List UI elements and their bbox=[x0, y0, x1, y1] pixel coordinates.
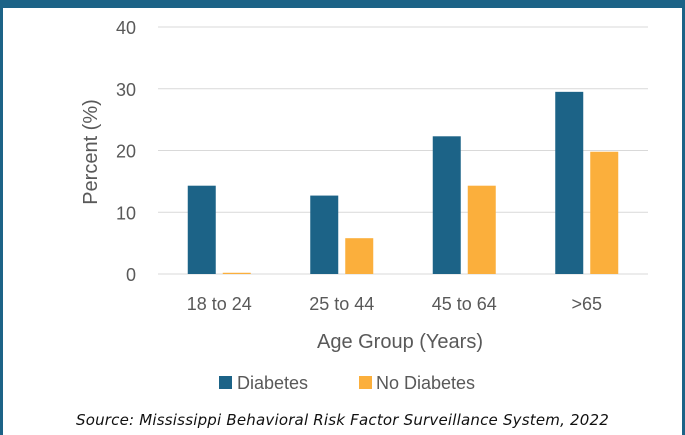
legend: Diabetes No Diabetes bbox=[219, 373, 475, 393]
bar-diabetes bbox=[432, 136, 461, 274]
source-note: Source: Mississippi Behavioral Risk Fact… bbox=[76, 411, 609, 429]
bar-diabetes bbox=[187, 185, 216, 274]
bar-diabetes bbox=[555, 91, 584, 275]
legend-label: Diabetes bbox=[237, 373, 308, 393]
x-tick-label: 18 to 24 bbox=[187, 294, 252, 314]
x-tick-label: 25 to 44 bbox=[309, 294, 374, 314]
y-tick-label: 0 bbox=[126, 265, 136, 285]
x-axis-label: Age Group (Years) bbox=[317, 331, 483, 353]
x-axis-ticks: 18 to 24 25 to 44 45 to 64 >65 bbox=[187, 294, 602, 314]
y-axis-label: Percent (%) bbox=[80, 99, 102, 205]
y-tick-label: 40 bbox=[116, 18, 136, 38]
bar-no-diabetes bbox=[345, 238, 374, 274]
bar-diabetes bbox=[310, 195, 339, 274]
y-tick-label: 10 bbox=[116, 203, 136, 223]
x-tick-label: >65 bbox=[571, 294, 602, 314]
legend-swatch bbox=[219, 376, 232, 389]
bars bbox=[187, 91, 619, 275]
y-tick-label: 20 bbox=[116, 142, 136, 162]
y-axis-ticks: 0 10 20 30 40 bbox=[116, 18, 136, 285]
x-tick-label: 45 to 64 bbox=[432, 294, 497, 314]
bar-no-diabetes bbox=[590, 151, 619, 274]
bar-no-diabetes bbox=[467, 185, 496, 274]
legend-swatch bbox=[359, 376, 372, 389]
header-bar bbox=[0, 0, 685, 8]
bar-no-diabetes bbox=[222, 272, 251, 274]
y-tick-label: 30 bbox=[116, 80, 136, 100]
legend-label: No Diabetes bbox=[376, 373, 475, 393]
